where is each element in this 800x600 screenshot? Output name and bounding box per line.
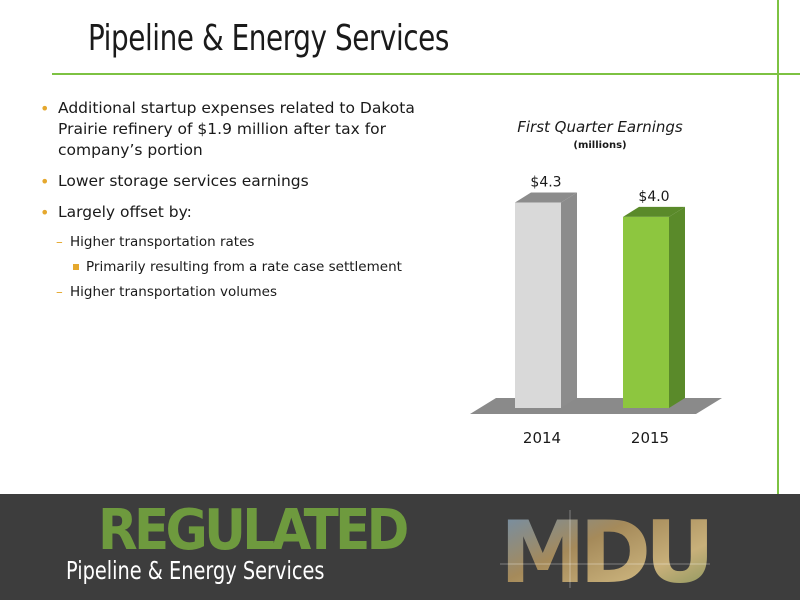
data-label: $4.0 — [638, 189, 669, 205]
bar — [515, 202, 561, 408]
bullet-list: Additional startup expenses related to D… — [40, 98, 420, 308]
footer-subtitle: Pipeline & Energy Services — [66, 556, 325, 585]
accent-vertical-line — [777, 0, 779, 600]
bar-side — [561, 192, 577, 408]
earnings-bar-chart: $4.3 2014 $4.0 2015 — [470, 175, 722, 447]
sub-bullet-item: Higher transportation volumes — [40, 283, 420, 302]
bullet-item: Additional startup expenses related to D… — [40, 98, 420, 161]
chart-title: First Quarter Earnings — [517, 118, 683, 136]
data-label: $4.3 — [530, 175, 561, 191]
bullet-item: Largely offset by: — [40, 202, 420, 223]
chart-subtitle: (millions) — [573, 140, 627, 151]
title-divider — [52, 73, 800, 75]
regulated-banner-text: REGULATED — [98, 498, 409, 563]
page-title: Pipeline & Energy Services — [88, 18, 449, 59]
sub-bullet-item: Higher transportation rates — [40, 233, 420, 252]
x-tick-label: 2014 — [523, 429, 561, 447]
chart-floor — [470, 398, 722, 414]
footer-banner: REGULATED Pipeline & Energy Services MDU — [0, 494, 800, 600]
logo-lettering: MDU — [500, 503, 709, 588]
x-tick-label: 2015 — [631, 429, 669, 447]
bar — [623, 216, 669, 408]
bar-side — [669, 206, 685, 408]
bullet-item: Lower storage services earnings — [40, 171, 420, 192]
bar-top — [623, 206, 685, 217]
mdu-logo: MDU — [500, 503, 710, 588]
sub-sub-bullet-item: Primarily resulting from a rate case set… — [40, 258, 420, 277]
bar-top — [515, 192, 577, 203]
